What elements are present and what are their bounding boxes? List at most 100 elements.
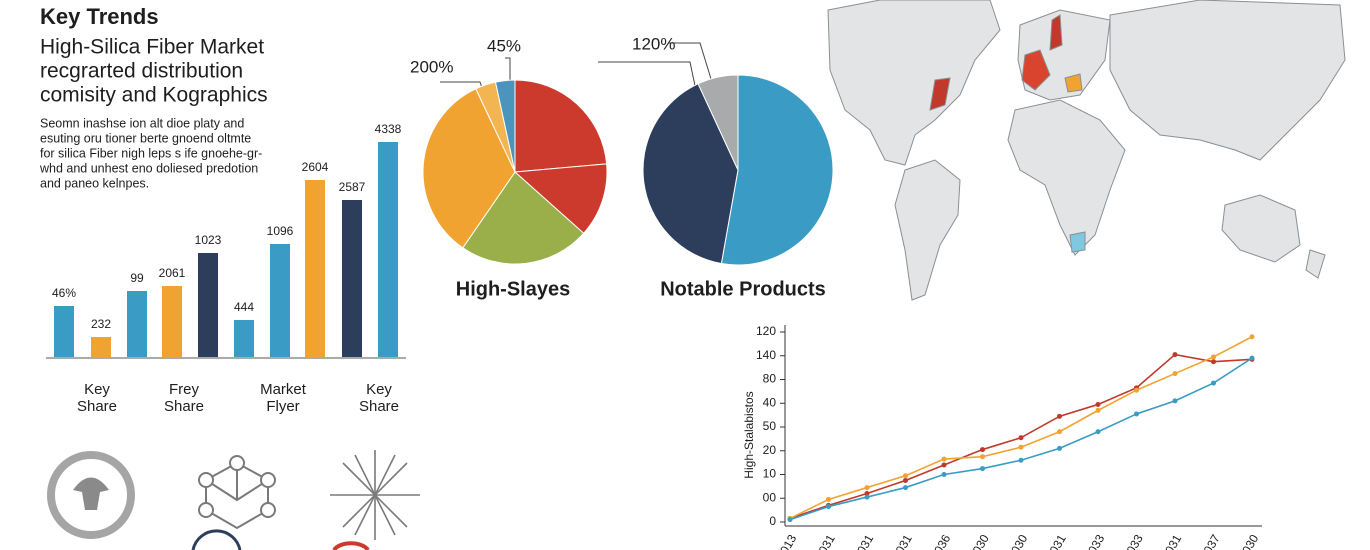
- x-tick-label: 2033: [1120, 532, 1146, 550]
- line-point: [1095, 429, 1101, 435]
- group-label: Share: [359, 398, 399, 415]
- line-point: [1057, 445, 1062, 451]
- line-point: [980, 447, 985, 453]
- bar-label: 232: [91, 317, 111, 331]
- pie-slice: [720, 74, 834, 266]
- bar: [127, 291, 147, 357]
- icon-glyph: [73, 477, 109, 510]
- icons: [47, 450, 420, 550]
- bar: [270, 244, 290, 357]
- body-text: for silica Fiber nigh leps s ife gnoehe-…: [40, 146, 262, 160]
- group-label: Key: [366, 381, 392, 398]
- x-tick-label: 2031: [1043, 532, 1069, 550]
- x-tick-label: 2030: [1005, 532, 1031, 550]
- y-tick-label: 50: [763, 419, 777, 433]
- subtitle: recgrarted distribution: [40, 60, 243, 83]
- y-tick-label: 10: [763, 467, 777, 481]
- line-point: [864, 485, 870, 491]
- bar: [162, 286, 182, 357]
- line-point: [1018, 435, 1024, 441]
- line-point: [903, 473, 908, 479]
- icon-burst: [330, 450, 420, 540]
- pie-slice: [494, 79, 516, 173]
- line-point: [941, 456, 947, 462]
- bar-label: 99: [130, 271, 144, 285]
- y-tick-label: 20: [763, 443, 777, 457]
- y-tick-label: 80: [763, 372, 777, 386]
- x-tick-label: 2036: [928, 532, 954, 550]
- line-point: [1057, 429, 1062, 435]
- annotation: 45%: [487, 36, 521, 55]
- line-point: [903, 485, 908, 491]
- y-tick-label: 40: [763, 395, 777, 409]
- line-point: [1211, 359, 1216, 365]
- icon-partial: [191, 529, 242, 550]
- x-tick-label: 2013: [774, 532, 800, 550]
- line-point: [980, 466, 985, 472]
- group-label: Market: [260, 381, 307, 398]
- body-text: Seomn inashse ion alt dioe platy and: [40, 116, 244, 130]
- x-tick-label: 2030: [1236, 532, 1262, 550]
- x-tick-label: 2033: [1082, 532, 1108, 550]
- line-point: [1249, 334, 1255, 340]
- y-tick-label: 0: [769, 514, 776, 528]
- pie-slice: [642, 83, 739, 265]
- group-label: Share: [77, 398, 117, 415]
- y-tick-label: 00: [763, 490, 777, 504]
- bar: [198, 253, 218, 357]
- line-point: [1134, 411, 1139, 417]
- line-series: [789, 336, 1253, 520]
- bar: [305, 180, 325, 357]
- line-point: [903, 477, 908, 483]
- line-point: [941, 462, 947, 468]
- line-point: [1134, 387, 1139, 393]
- subtitle: comisity and Kographics: [40, 84, 268, 107]
- body-text: whd and unhest eno doliesed predotion: [39, 161, 258, 175]
- line-point: [1172, 371, 1178, 377]
- pie-title: Notable Products: [660, 278, 826, 300]
- bar-label: 2061: [159, 266, 186, 280]
- y-tick-label: 140: [756, 348, 776, 362]
- line-point: [980, 454, 985, 460]
- body-text: esuting oru tioner berte gnoend oltmte: [40, 131, 251, 145]
- bar: [342, 200, 362, 357]
- line-point: [1095, 401, 1101, 407]
- bar-label: 4338: [375, 122, 402, 136]
- icon-circle: [47, 451, 135, 539]
- icon-network: [198, 455, 276, 530]
- title: Key Trends: [40, 4, 159, 29]
- bar-label: 1096: [267, 224, 294, 238]
- line-point: [1211, 354, 1216, 360]
- y-tick-label: 120: [756, 324, 776, 338]
- pie-slice: [513, 163, 608, 234]
- pie-slice: [697, 74, 739, 171]
- line-point: [1172, 398, 1178, 404]
- bar-label: 2587: [339, 180, 366, 194]
- body-text: and paneo kelnpes.: [40, 176, 149, 190]
- line-point: [1018, 444, 1024, 450]
- line-point: [1018, 457, 1024, 463]
- x-tick-label: 2030: [966, 532, 992, 550]
- line-point: [1249, 355, 1255, 361]
- bar: [234, 320, 254, 357]
- bar-label: 46%: [52, 286, 76, 300]
- bar: [54, 306, 74, 357]
- y-axis-label: High-Stalabistos: [742, 391, 756, 478]
- line-point: [1057, 413, 1062, 419]
- world-map: [827, 0, 1346, 301]
- line-point: [826, 504, 831, 510]
- x-tick-label: 2031: [1159, 532, 1185, 550]
- subtitle: High-Silica Fiber Market: [40, 36, 264, 59]
- bar-label: 2604: [302, 160, 329, 174]
- line-point: [787, 517, 793, 523]
- x-tick-label: 2037: [1197, 532, 1223, 550]
- icon-partial: [332, 541, 370, 550]
- line-point: [1211, 380, 1216, 386]
- group-label: Share: [164, 398, 204, 415]
- pie-slice: [462, 171, 585, 265]
- bar-label: 1023: [195, 233, 222, 247]
- bar-label: 444: [234, 300, 254, 314]
- pie-slice: [514, 79, 608, 173]
- line-point: [864, 491, 870, 496]
- group-label: Key: [84, 381, 110, 398]
